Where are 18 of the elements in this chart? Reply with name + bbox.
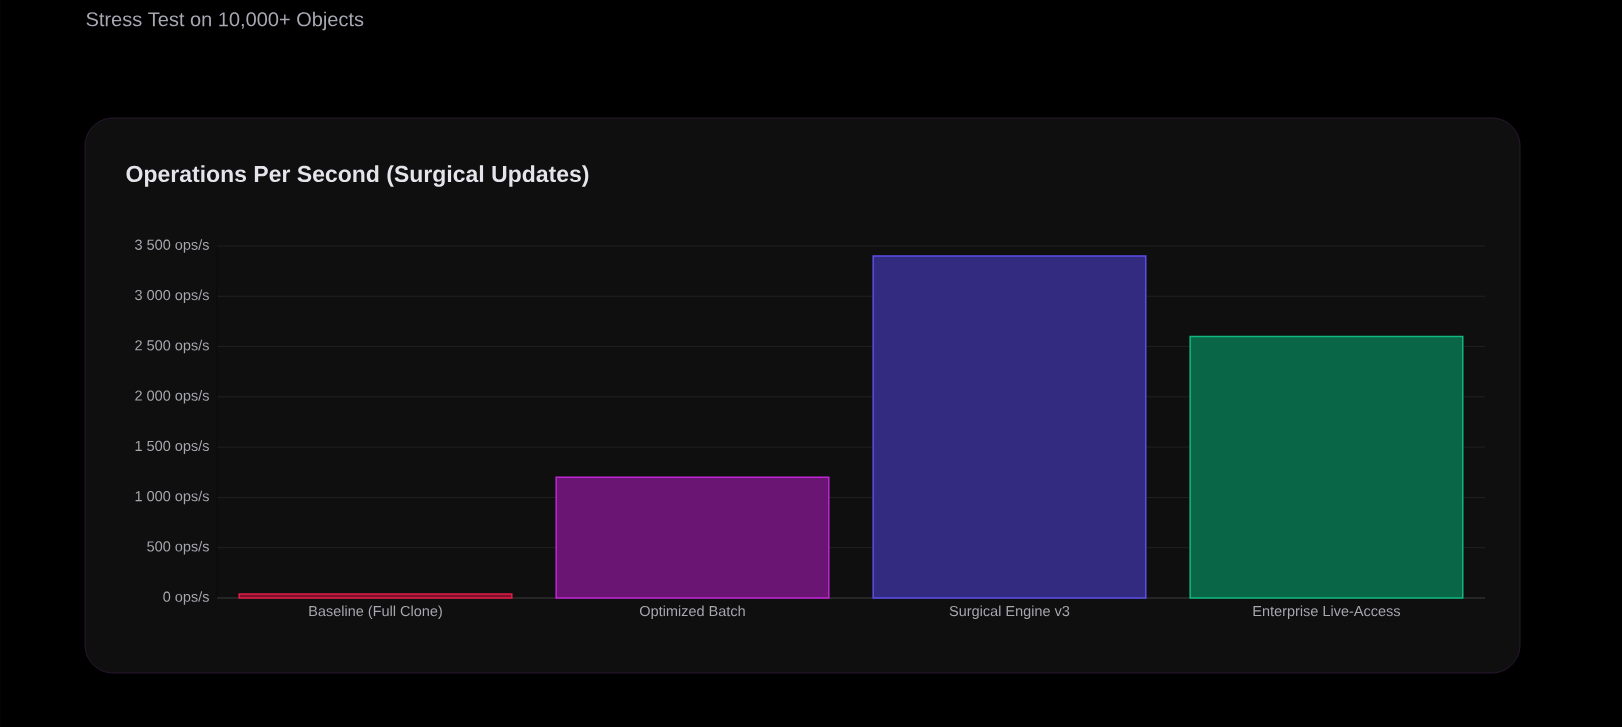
x-tick-label: Baseline (Full Clone) xyxy=(309,605,442,620)
bar xyxy=(872,255,1147,599)
y-tick-label: 1 000 ops/s xyxy=(135,490,209,505)
bar xyxy=(555,476,830,599)
x-tick-label: Optimized Batch xyxy=(639,605,745,620)
bar xyxy=(1189,335,1464,599)
x-tick-label: Enterprise Live-Access xyxy=(1253,605,1401,620)
bar xyxy=(238,593,513,599)
chart-subtitle: Stress Test on 10,000+ Objects xyxy=(86,11,364,31)
y-tick-label: 3 000 ops/s xyxy=(135,289,209,304)
chart-title: Operations Per Second (Surgical Updates) xyxy=(126,165,589,187)
y-tick-label: 0 ops/s xyxy=(163,591,209,605)
y-tick-label: 2 500 ops/s xyxy=(135,339,209,354)
y-tick-label: 2 000 ops/s xyxy=(135,390,209,404)
y-tick-label: 500 ops/s xyxy=(147,540,209,555)
y-tick-label: 1 500 ops/s xyxy=(135,440,209,454)
x-tick-label: Surgical Engine v3 xyxy=(949,605,1070,620)
y-tick-label: 3 500 ops/s xyxy=(135,239,209,253)
